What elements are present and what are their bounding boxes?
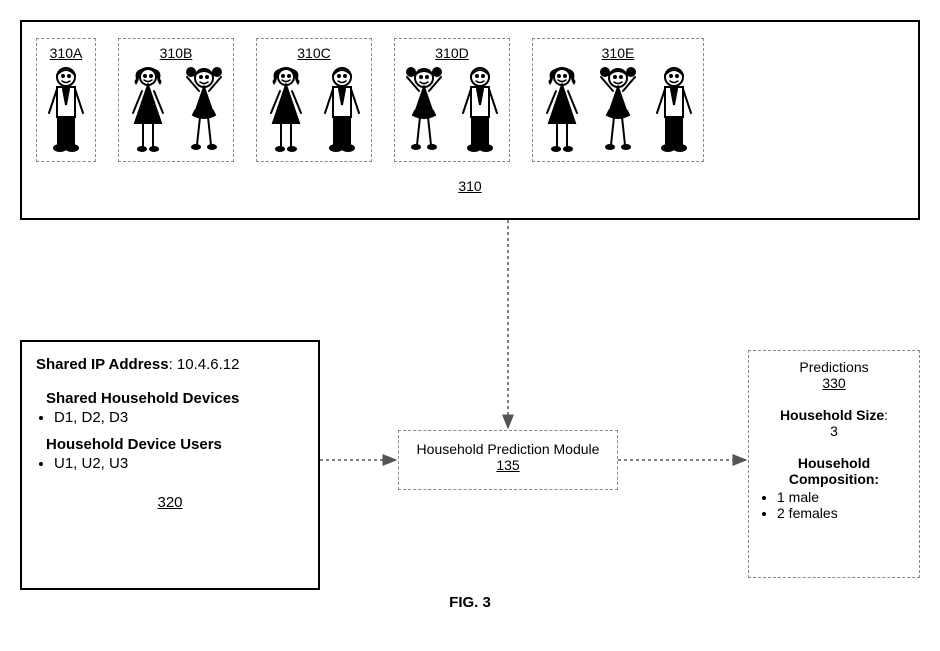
card-label: 310D <box>401 45 503 61</box>
comp-item: 2 females <box>777 505 909 521</box>
devices-list: D1, D2, D3 <box>54 409 304 426</box>
box-310: 310A 310B 310C 310D 310E 310 <box>20 20 920 220</box>
figure-title: FIG. 3 <box>20 594 920 611</box>
users-list: U1, U2, U3 <box>54 455 304 472</box>
ip-value: 10.4.6.12 <box>177 356 240 373</box>
box-hpm: Household Prediction Module 135 <box>398 430 618 490</box>
hpm-ref: 135 <box>399 457 617 473</box>
card-310E: 310E <box>532 38 704 162</box>
figure-3: 310A 310B 310C 310D 310E 310 Shared IP Addre… <box>20 20 920 631</box>
pred-title: Predictions <box>759 359 909 375</box>
figrow <box>539 65 697 155</box>
card-label: 310B <box>125 45 227 61</box>
users-label: Household Device Users <box>36 436 304 453</box>
woman-icon <box>125 65 171 155</box>
box-320: Shared IP Address: 10.4.6.12 Shared Hous… <box>20 340 320 590</box>
pred-ref: 330 <box>759 375 909 391</box>
card-310D: 310D <box>394 38 510 162</box>
woman-icon <box>263 65 309 155</box>
hh-comp-list: 1 male2 females <box>777 489 909 521</box>
devices-label: Shared Household Devices <box>36 390 304 407</box>
hh-size-value: 3 <box>759 423 909 439</box>
card-310A: 310A <box>36 38 96 162</box>
cards-row: 310A 310B 310C 310D 310E <box>36 38 904 162</box>
box-330: Predictions 330 Household Size: 3 Househ… <box>748 350 920 578</box>
figrow <box>263 65 365 155</box>
card-label: 310A <box>43 45 89 61</box>
card-label: 310C <box>263 45 365 61</box>
woman-icon <box>539 65 585 155</box>
box-320-label: 320 <box>36 494 304 511</box>
man-icon <box>651 65 697 155</box>
figrow <box>43 65 89 155</box>
girl-icon <box>595 65 641 155</box>
man-icon <box>457 65 503 155</box>
figrow <box>125 65 227 155</box>
card-310B: 310B <box>118 38 234 162</box>
hh-comp-label: Household Composition: <box>759 455 909 487</box>
card-label: 310E <box>539 45 697 61</box>
hh-size-label: Household Size <box>780 407 884 423</box>
girl-icon <box>181 65 227 155</box>
figrow <box>401 65 503 155</box>
girl-icon <box>401 65 447 155</box>
ip-label: Shared IP Address <box>36 356 169 373</box>
man-icon <box>43 65 89 155</box>
card-310C: 310C <box>256 38 372 162</box>
man-icon <box>319 65 365 155</box>
panel-310-label: 310 <box>36 178 904 194</box>
hpm-title: Household Prediction Module <box>399 441 617 457</box>
comp-item: 1 male <box>777 489 909 505</box>
ip-line: Shared IP Address: 10.4.6.12 <box>36 356 304 373</box>
